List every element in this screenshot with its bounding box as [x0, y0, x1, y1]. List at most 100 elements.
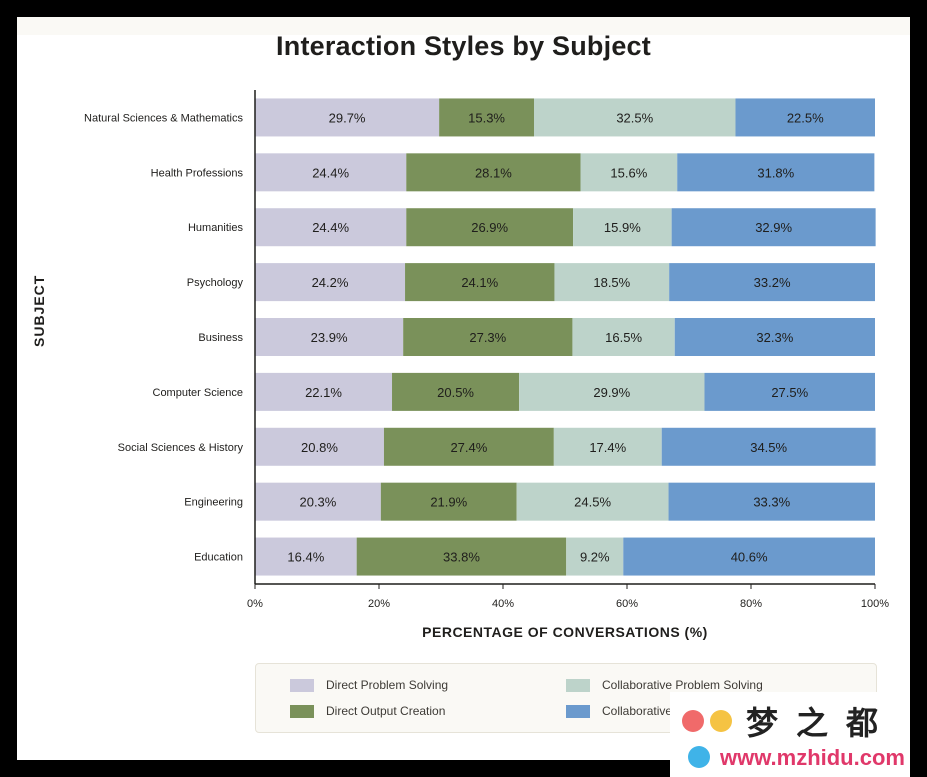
bar-segment	[255, 427, 384, 466]
legend-swatch	[566, 678, 590, 692]
bar-segment	[573, 208, 672, 247]
bar-segment	[661, 427, 876, 466]
bar-segment	[403, 318, 573, 356]
data-label: 31.8%	[757, 165, 794, 180]
data-label: 24.4%	[312, 165, 349, 180]
data-label: 26.9%	[471, 220, 508, 235]
bar-segment	[623, 537, 875, 576]
data-label: 40.6%	[731, 550, 768, 565]
legend-swatch	[290, 704, 314, 718]
bar-segment	[671, 208, 876, 247]
data-label: 24.1%	[461, 275, 498, 290]
data-label: 16.4%	[287, 550, 324, 565]
category-label: Social Sciences & History	[118, 442, 244, 454]
data-label: 27.4%	[450, 440, 487, 455]
bar-segment	[572, 318, 675, 356]
data-label: 33.3%	[753, 495, 790, 510]
smiley-red-icon	[682, 710, 704, 732]
legend-label: Direct Problem Solving	[326, 678, 449, 692]
data-label: 20.3%	[299, 495, 336, 510]
x-tick-label: 40%	[492, 598, 514, 610]
top-band	[17, 17, 910, 35]
category-label: Computer Science	[153, 387, 244, 399]
smiley-blue-icon	[688, 746, 710, 768]
x-tick-label: 60%	[616, 598, 638, 610]
bar-segment	[566, 537, 624, 576]
data-label: 21.9%	[430, 495, 467, 510]
watermark: 梦之都 www.mzhidu.com	[670, 692, 910, 777]
data-label: 23.9%	[311, 330, 348, 345]
data-label: 24.2%	[312, 275, 349, 290]
data-label: 32.3%	[756, 330, 793, 345]
data-label: 33.2%	[754, 275, 791, 290]
category-label: Humanities	[188, 222, 244, 234]
chart-title: Interaction Styles by Subject	[276, 31, 651, 61]
data-label: 27.3%	[469, 330, 506, 345]
data-label: 29.9%	[593, 385, 630, 400]
bar-segment	[674, 318, 875, 356]
data-label: 22.5%	[787, 110, 824, 125]
bar-segment	[406, 208, 574, 247]
bar-segment	[704, 372, 875, 411]
bar-segment	[255, 98, 440, 137]
data-label: 28.1%	[475, 165, 512, 180]
data-label: 24.5%	[574, 495, 611, 510]
bar-segment	[380, 482, 517, 521]
x-tick-label: 100%	[861, 598, 889, 610]
data-label: 27.5%	[771, 385, 808, 400]
category-label: Health Professions	[151, 167, 244, 179]
bar-segment	[406, 153, 581, 192]
bar-segment	[553, 427, 662, 466]
category-label: Business	[198, 332, 243, 344]
data-label: 29.7%	[329, 110, 366, 125]
bar-segment	[669, 263, 875, 302]
legend-label: Direct Output Creation	[326, 704, 446, 718]
watermark-cn: 梦之都	[746, 705, 897, 741]
data-label: 15.3%	[468, 110, 505, 125]
bar-segment	[580, 153, 678, 192]
data-label: 15.6%	[610, 165, 647, 180]
watermark-url: www.mzhidu.com	[720, 745, 905, 770]
data-label: 20.8%	[301, 440, 338, 455]
bar-segment	[255, 372, 393, 411]
x-tick-label: 80%	[740, 598, 762, 610]
bar-segment	[405, 263, 555, 302]
x-axis-label: PERCENTAGE OF CONVERSATIONS (%)	[422, 624, 708, 640]
category-label: Education	[194, 552, 243, 564]
legend-label: Collaborative C	[602, 704, 685, 718]
data-label: 32.5%	[616, 110, 653, 125]
legend-item-direct-problem-solving: Direct Problem Solving	[290, 678, 448, 692]
category-label: Psychology	[187, 277, 244, 289]
bar-segment	[668, 482, 875, 521]
bar-segment	[516, 482, 669, 521]
x-tick-label: 20%	[368, 598, 390, 610]
bar-segment	[519, 372, 705, 411]
legend-swatch	[290, 678, 314, 692]
data-label: 15.9%	[604, 220, 641, 235]
x-tick-label: 0%	[247, 598, 263, 610]
data-label: 16.5%	[605, 330, 642, 345]
bar-segment	[534, 98, 736, 137]
chart-frame: Interaction Styles by Subject SUBJECT 29…	[17, 17, 910, 760]
data-label: 34.5%	[750, 440, 787, 455]
data-label: 9.2%	[580, 550, 610, 565]
legend-label: Collaborative Problem Solving	[602, 678, 763, 692]
data-label: 32.9%	[755, 220, 792, 235]
smiley-yellow-icon	[710, 710, 732, 732]
bar-segment	[255, 208, 407, 247]
data-label: 24.4%	[312, 220, 349, 235]
bar-segment	[439, 98, 534, 137]
bar-segment	[255, 318, 404, 356]
legend-item-direct-output-creation: Direct Output Creation	[290, 704, 445, 718]
chart-svg: 29.7% 15.3% 32.5% 22.5% Natural Sciences & M…	[84, 90, 889, 610]
bar-segment	[735, 98, 875, 137]
legend-swatch	[566, 704, 590, 718]
data-label: 33.8%	[443, 550, 480, 565]
bar-segment	[255, 263, 406, 302]
bar-segment	[255, 482, 381, 521]
bar-segment	[554, 263, 670, 302]
data-label: 22.1%	[305, 385, 342, 400]
category-label: Natural Sciences & Mathematics	[84, 112, 243, 124]
bar-segment	[383, 427, 554, 466]
bar-segment	[677, 153, 875, 192]
